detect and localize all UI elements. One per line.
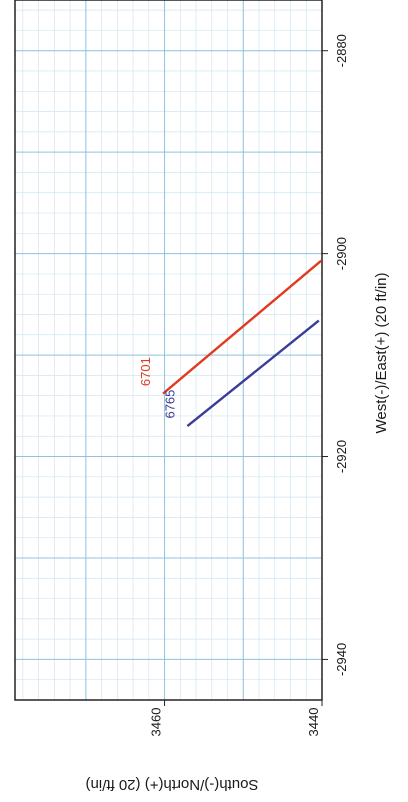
series-label-6701: 6701 — [138, 357, 153, 386]
grid — [15, 0, 323, 701]
x-tick-label: -2940 — [334, 643, 349, 676]
series-line-6765 — [186, 319, 320, 428]
y-axis-label: South(-)/North(+) (20 ft/in) — [86, 776, 259, 793]
series-lines: 6701 6765 — [138, 259, 322, 428]
x-axis-label: West(-)/East(+) (20 ft/in) — [373, 272, 390, 433]
x-tick-label: -2920 — [334, 440, 349, 473]
series-line-6701 — [162, 259, 322, 395]
y-tick-label: 3440 — [306, 708, 321, 737]
y-tick-label: 3460 — [149, 708, 164, 737]
ticks: -2880 -2900 -2920 -2940 3440 3460 — [149, 34, 349, 736]
x-tick-label: -2900 — [334, 237, 349, 270]
plot-frame — [14, 0, 323, 701]
series-label-6765: 6765 — [162, 390, 177, 419]
x-tick-label: -2880 — [334, 34, 349, 67]
